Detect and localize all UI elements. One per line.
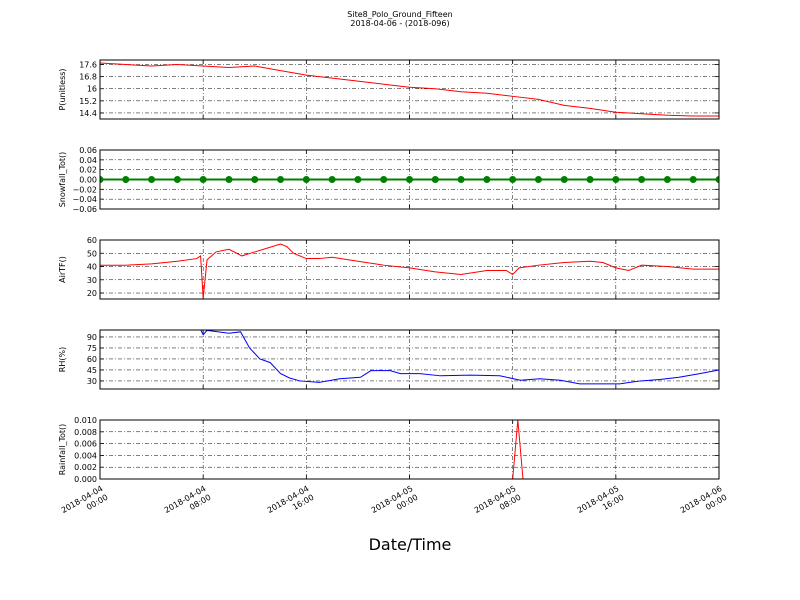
marker <box>663 176 671 183</box>
marker <box>251 176 259 183</box>
marker <box>173 176 181 183</box>
y-axis-label: AirTF() <box>58 256 67 283</box>
y-axis-label: Snowfall_Tot() <box>58 152 67 208</box>
series <box>100 243 719 299</box>
y-tick-label: 0.04 <box>79 156 97 165</box>
y-tick-label: 60 <box>87 355 97 364</box>
marker <box>302 176 310 183</box>
marker <box>199 176 207 183</box>
marker <box>689 176 697 183</box>
line <box>100 330 719 385</box>
y-tick-label: 20 <box>87 289 97 298</box>
marker <box>560 176 568 183</box>
y-tick-label: 75 <box>87 344 97 353</box>
line <box>100 62 719 117</box>
marker <box>148 176 156 183</box>
y-tick-label: 0.004 <box>74 451 97 460</box>
y-tick-label: 0.000 <box>74 475 97 484</box>
marker <box>277 176 285 183</box>
chart-title: Site8_Polo_Ground_Fifteen <box>347 10 452 19</box>
y-tick-label: 15.2 <box>79 97 97 106</box>
y-tick-label: 0.006 <box>74 440 97 449</box>
marker <box>612 176 620 183</box>
marker <box>715 176 719 183</box>
y-tick-label: 0.008 <box>74 428 97 437</box>
marker <box>483 176 491 183</box>
marker <box>328 176 336 183</box>
marker <box>354 176 362 183</box>
y-tick-label: 0.002 <box>74 463 97 472</box>
y-tick-label: 40 <box>87 263 97 272</box>
chart-subtitle: 2018-04-06 - (2018-096) <box>350 19 449 28</box>
y-axis-label: RH(%) <box>58 347 67 372</box>
y-tick-label: 16.8 <box>79 73 97 82</box>
marker <box>380 176 388 183</box>
line <box>100 243 719 299</box>
y-tick-label: 0.00 <box>79 176 97 185</box>
plot-frame <box>99 149 720 210</box>
y-axis-label: Rainfall_Tot() <box>58 424 67 476</box>
y-tick-label: −0.06 <box>72 205 97 214</box>
marker <box>586 176 594 183</box>
series <box>100 176 719 183</box>
y-tick-label: 0.06 <box>79 146 97 155</box>
y-tick-label: 90 <box>87 333 97 342</box>
marker <box>406 176 413 183</box>
marker <box>457 176 465 183</box>
marker <box>431 176 439 183</box>
y-tick-label: 45 <box>87 366 97 375</box>
marker <box>638 176 646 183</box>
y-tick-label: 14.4 <box>79 109 97 118</box>
y-tick-label: 50 <box>87 249 97 258</box>
y-tick-label: −0.02 <box>72 185 97 194</box>
y-tick-label: 16 <box>87 85 97 94</box>
marker <box>225 176 233 183</box>
marker <box>509 176 517 183</box>
series <box>100 330 719 385</box>
y-tick-label: 0.010 <box>74 416 97 425</box>
y-tick-label: 0.02 <box>79 166 97 175</box>
plot-frame <box>99 419 720 480</box>
y-tick-label: 30 <box>87 276 97 285</box>
plot-frame <box>99 239 720 300</box>
y-tick-label: 17.6 <box>79 61 97 70</box>
y-tick-label: 60 <box>87 236 97 245</box>
x-axis-label: Date/Time <box>369 535 452 554</box>
marker <box>100 176 104 183</box>
y-tick-label: −0.04 <box>72 195 97 204</box>
y-axis-label: P(unitless) <box>58 68 67 110</box>
plot-frame <box>99 59 720 120</box>
y-tick-label: 30 <box>87 377 97 386</box>
marker <box>122 176 130 183</box>
plot-frame <box>99 329 720 390</box>
marker <box>534 176 542 183</box>
series <box>100 62 719 117</box>
